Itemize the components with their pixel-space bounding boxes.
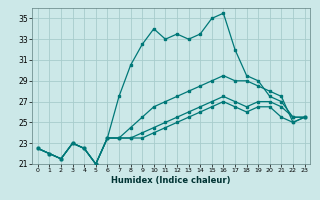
X-axis label: Humidex (Indice chaleur): Humidex (Indice chaleur): [111, 176, 231, 185]
